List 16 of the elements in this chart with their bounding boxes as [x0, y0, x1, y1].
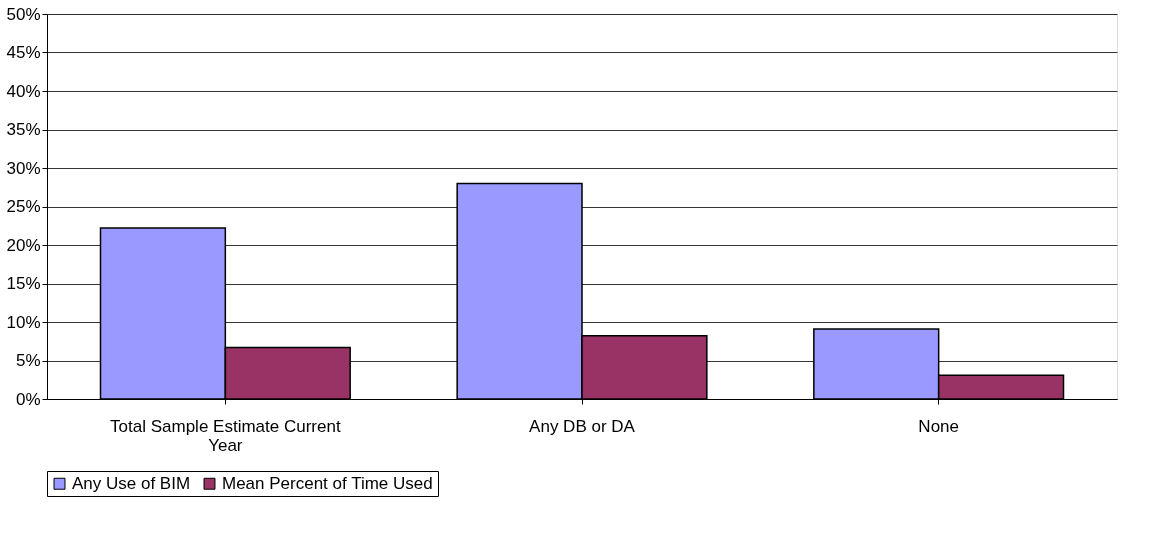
y-tick-label: 10%: [6, 312, 41, 332]
y-tick-label: 50%: [6, 4, 41, 24]
y-tick-label: 45%: [6, 43, 41, 62]
y-tick-label: 40%: [6, 81, 41, 101]
legend-label: Mean Percent of Time Used: [222, 473, 433, 493]
y-tick-label: 15%: [6, 274, 41, 293]
legend-label: Any Use of BIM: [72, 473, 191, 493]
y-tick-label: 20%: [6, 235, 41, 255]
x-tick-label: None: [918, 416, 959, 436]
x-tick-label: Total Sample Estimate Current Year: [110, 416, 341, 455]
y-tick-label: 35%: [6, 120, 41, 139]
y-tick-label: 5%: [15, 351, 41, 370]
x-tick-label: Any DB or DA: [529, 416, 636, 436]
y-tick-label: 25%: [6, 197, 41, 216]
y-tick-label: 0%: [15, 389, 41, 409]
y-tick-label: 30%: [6, 158, 41, 178]
